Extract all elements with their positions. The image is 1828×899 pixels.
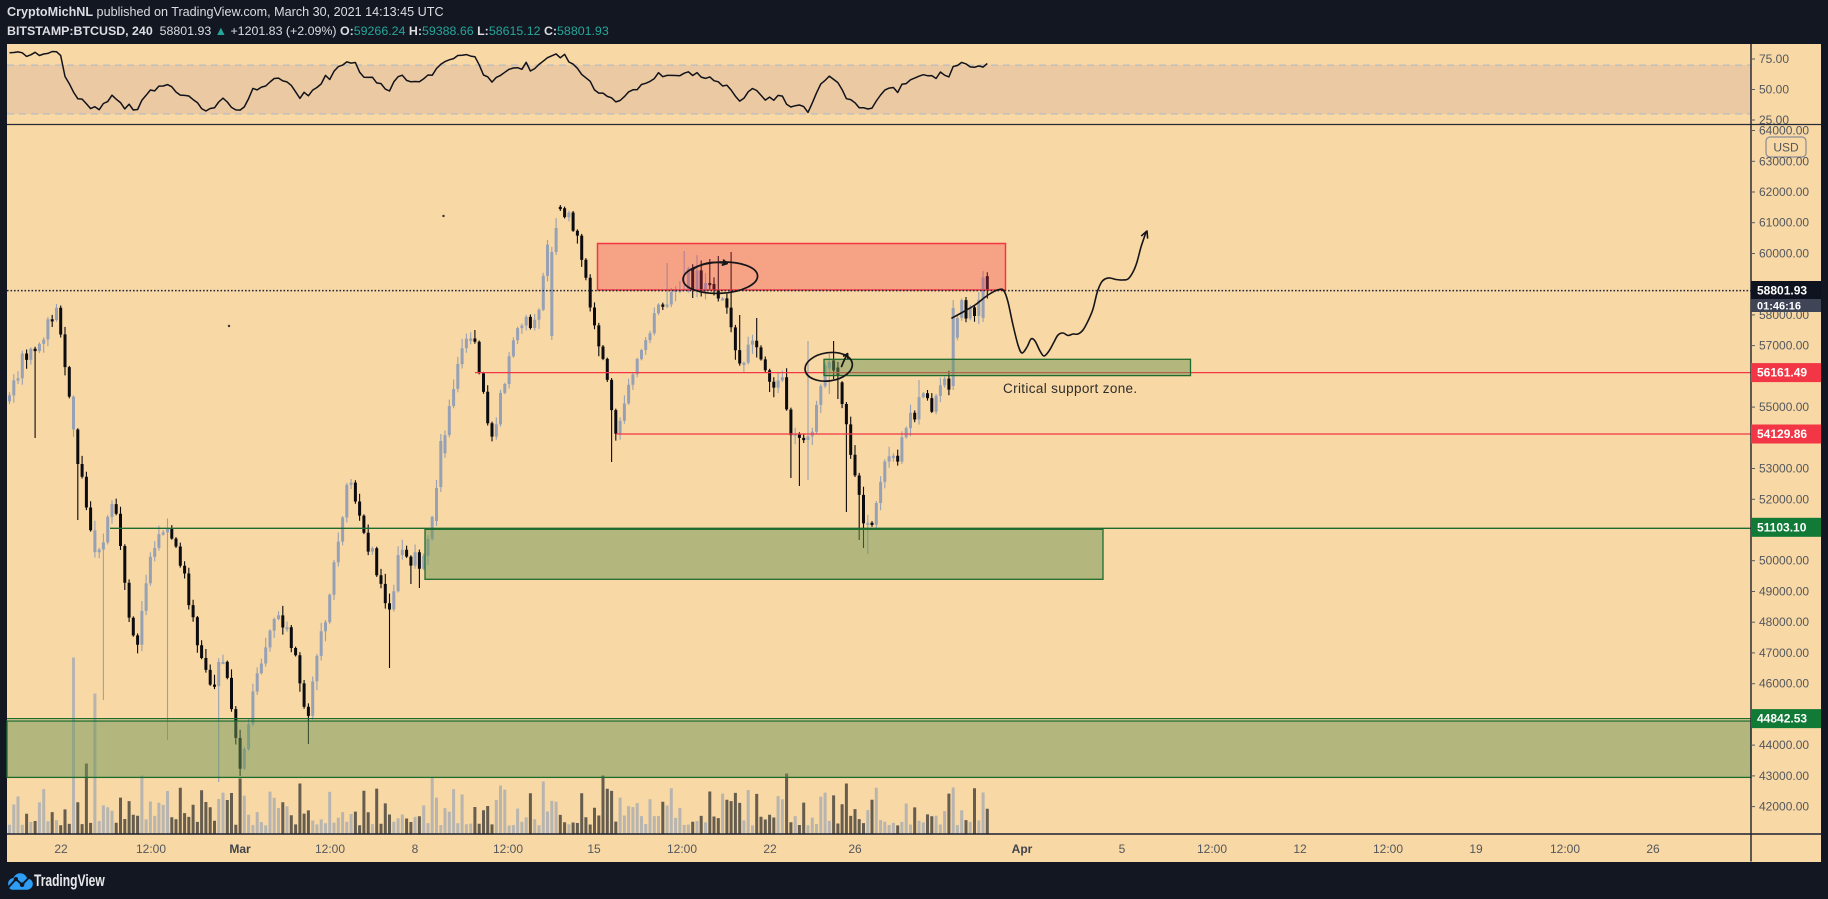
svg-text:50000.00: 50000.00	[1759, 554, 1809, 568]
svg-text:57000.00: 57000.00	[1759, 339, 1809, 353]
svg-text:61000.00: 61000.00	[1759, 216, 1809, 230]
svg-text:60000.00: 60000.00	[1759, 247, 1809, 261]
svg-text:19: 19	[1469, 842, 1483, 856]
svg-text:8: 8	[412, 842, 419, 856]
svg-text:50.00: 50.00	[1759, 83, 1789, 97]
svg-text:47000.00: 47000.00	[1759, 646, 1809, 660]
svg-text:43000.00: 43000.00	[1759, 769, 1809, 783]
svg-text:12:00: 12:00	[1197, 842, 1227, 856]
svg-text:54129.86: 54129.86	[1757, 427, 1807, 441]
svg-text:56161.49: 56161.49	[1757, 366, 1807, 380]
svg-text:44842.53: 44842.53	[1757, 712, 1807, 726]
svg-text:22: 22	[763, 842, 777, 856]
svg-text:12:00: 12:00	[1550, 842, 1580, 856]
svg-text:Apr: Apr	[1012, 842, 1033, 856]
svg-text:58801.93: 58801.93	[1757, 284, 1807, 298]
svg-text:44000.00: 44000.00	[1759, 738, 1809, 752]
svg-text:01:46:16: 01:46:16	[1757, 301, 1801, 313]
svg-text:55000.00: 55000.00	[1759, 400, 1809, 414]
svg-text:12:00: 12:00	[1373, 842, 1403, 856]
svg-text:48000.00: 48000.00	[1759, 615, 1809, 629]
svg-text:26: 26	[848, 842, 862, 856]
svg-text:22: 22	[54, 842, 68, 856]
svg-text:26: 26	[1646, 842, 1660, 856]
svg-text:12:00: 12:00	[493, 842, 523, 856]
svg-text:46000.00: 46000.00	[1759, 677, 1809, 691]
svg-text:5: 5	[1119, 842, 1126, 856]
svg-text:25.00: 25.00	[1759, 113, 1789, 127]
svg-text:12:00: 12:00	[315, 842, 345, 856]
svg-text:15: 15	[587, 842, 601, 856]
svg-text:53000.00: 53000.00	[1759, 462, 1809, 476]
svg-text:USD: USD	[1773, 141, 1799, 155]
svg-text:Critical support zone.: Critical support zone.	[1003, 381, 1138, 396]
svg-text:52000.00: 52000.00	[1759, 492, 1809, 506]
svg-text:Mar: Mar	[229, 842, 251, 856]
svg-text:51103.10: 51103.10	[1757, 520, 1807, 534]
svg-text:42000.00: 42000.00	[1759, 800, 1809, 814]
svg-text:62000.00: 62000.00	[1759, 185, 1809, 199]
svg-text:64000.00: 64000.00	[1759, 124, 1809, 138]
svg-text:12: 12	[1293, 842, 1307, 856]
svg-text:12:00: 12:00	[667, 842, 697, 856]
svg-text:49000.00: 49000.00	[1759, 585, 1809, 599]
svg-text:63000.00: 63000.00	[1759, 154, 1809, 168]
svg-text:12:00: 12:00	[136, 842, 166, 856]
svg-text:75.00: 75.00	[1759, 52, 1789, 66]
